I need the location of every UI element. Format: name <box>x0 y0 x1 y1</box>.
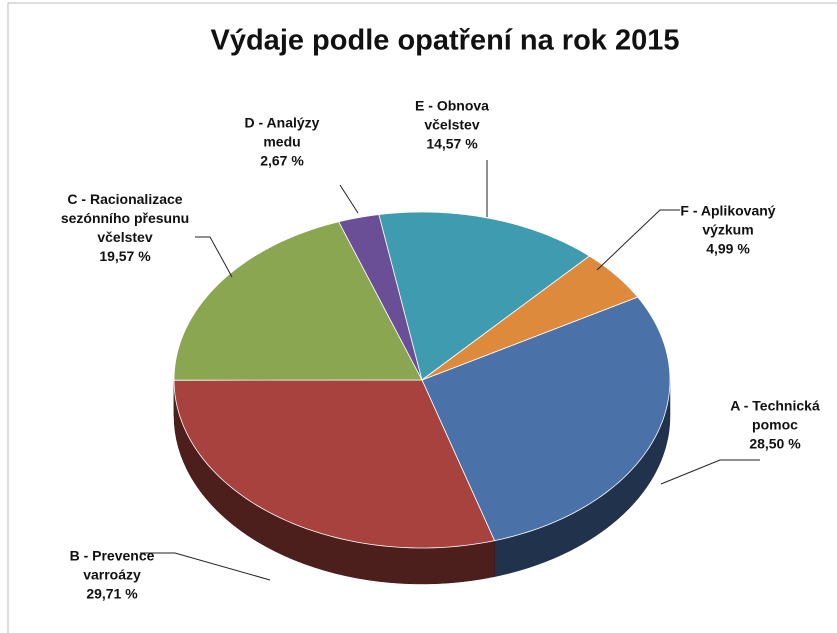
leader-line <box>660 459 760 485</box>
pie-slice <box>338 214 423 381</box>
leader-line <box>339 184 359 214</box>
label-text: 14,57 % <box>426 135 478 152</box>
label-text: A - Technická pomoc <box>730 397 820 433</box>
label-text: F - Aplikovaný výzkum <box>680 202 776 238</box>
label-text: 4,99 % <box>706 240 750 257</box>
data-label: F - Aplikovaný výzkum 4,99 % <box>653 202 803 259</box>
label-text: E - Obnova včelstev <box>415 97 489 133</box>
pie-slice <box>173 221 423 381</box>
label-text: 19,57 % <box>99 248 151 264</box>
pie-slice <box>421 296 671 542</box>
data-label: D - Analýzy medu 2,67 % <box>227 114 337 171</box>
pie-slice <box>421 255 639 381</box>
pie-slice <box>173 379 496 549</box>
data-label: B - Prevence varroázy 29,71 % <box>47 547 177 604</box>
leader-line <box>140 552 271 581</box>
label-text: 29,71 % <box>86 585 138 602</box>
chart-title: Výdaje podle opatření na rok 2015 <box>211 25 680 57</box>
label-text: 2,67 % <box>260 152 304 169</box>
label-text: D - Analýzy medu <box>244 114 320 150</box>
label-text: 28,50 % <box>749 435 801 452</box>
data-label: C - Racionalizace sezónního přesunu včel… <box>40 190 210 266</box>
label-text: C - Racionalizace sezónního přesunu včel… <box>60 191 190 245</box>
pie-slice <box>378 211 591 381</box>
data-label: A - Technická pomoc 28,50 % <box>715 397 835 454</box>
label-text: B - Prevence varroázy <box>69 547 155 583</box>
data-label: E - Obnova včelstev 14,57 % <box>397 97 507 154</box>
leader-line <box>596 209 680 271</box>
leader-line <box>195 236 233 278</box>
